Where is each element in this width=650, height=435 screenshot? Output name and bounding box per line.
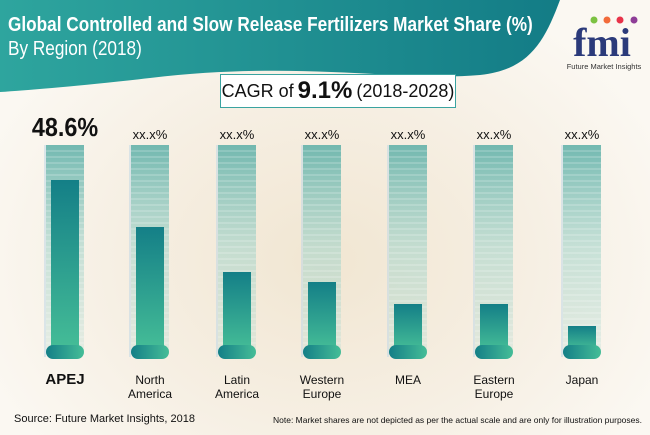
source-text: Source: Future Market Insights, 2018 xyxy=(14,413,195,425)
note-text: Note: Market shares are not depicted as … xyxy=(272,415,642,425)
header: Global Controlled and Slow Release Ferti… xyxy=(0,0,650,90)
bar-base xyxy=(46,345,84,359)
category-label: APEJ xyxy=(45,371,85,388)
category-label: MEA xyxy=(394,373,421,387)
bar-base xyxy=(389,345,427,359)
cagr-prefix: CAGR of xyxy=(221,80,294,101)
value-label: xx.x% xyxy=(565,127,600,142)
bar-fill-western-europe xyxy=(308,282,336,350)
bar-fill-latin-america xyxy=(223,272,251,350)
cagr-period: (2018-2028) xyxy=(356,80,455,101)
value-label: xx.x% xyxy=(220,127,255,142)
cagr-value: 9.1% xyxy=(297,77,353,104)
value-label: xx.x% xyxy=(133,127,168,142)
svg-text:Future Market Insights: Future Market Insights xyxy=(567,62,642,71)
bar-fill-apej xyxy=(51,180,79,350)
bar-base xyxy=(303,345,341,359)
category-label: Western Europe xyxy=(299,373,345,401)
chart-title: Global Controlled and Slow Release Ferti… xyxy=(8,14,533,36)
bar-base xyxy=(563,345,601,359)
header-banner xyxy=(0,0,560,92)
bar-base xyxy=(218,345,256,359)
bar-base xyxy=(131,345,169,359)
value-label: xx.x% xyxy=(391,127,426,142)
fmi-logo: fmi Future Market Insights xyxy=(567,16,642,71)
category-label: Latin America xyxy=(214,373,259,401)
svg-text:fmi: fmi xyxy=(573,20,631,65)
bar-fill-mea xyxy=(394,304,422,350)
category-label: Eastern Europe xyxy=(473,373,515,401)
cagr-callout: CAGR of 9.1% (2018-2028) xyxy=(220,74,456,108)
chart-subtitle: By Region (2018) xyxy=(8,38,142,60)
category-label: North America xyxy=(127,373,172,401)
category-label: Japan xyxy=(565,373,599,387)
value-label: xx.x% xyxy=(477,127,512,142)
value-label: 48.6% xyxy=(32,114,98,142)
bar-base xyxy=(475,345,513,359)
bar-fill-eastern-europe xyxy=(480,304,508,350)
bar-fill-north-america xyxy=(136,227,164,350)
bar-tube xyxy=(563,145,601,353)
value-label: xx.x% xyxy=(305,127,340,142)
